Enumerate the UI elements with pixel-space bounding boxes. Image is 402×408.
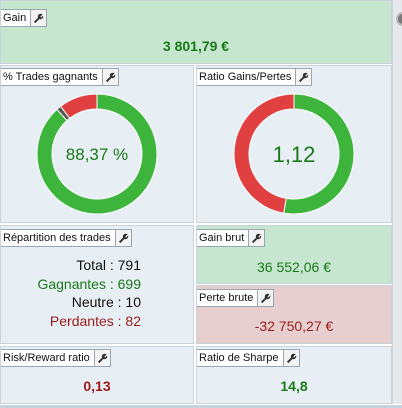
sharpe-panel: Ratio de Sharpe 14,8: [196, 346, 392, 404]
perte-brute-title: Perte brute: [199, 292, 254, 304]
donut-segment-perdants: [59, 93, 98, 119]
risk-reward-value: 0,13: [83, 378, 111, 394]
gain-brut-panel: Gain brut 36 552,06 €: [196, 225, 392, 284]
perte-brute-panel: Perte brute -32 750,27 €: [196, 285, 392, 344]
sharpe-title: Ratio de Sharpe: [199, 352, 279, 364]
donut-segment-pertes: [233, 93, 295, 214]
neutre-label: Neutre :: [71, 294, 122, 310]
options-dot-icon[interactable]: [396, 12, 402, 26]
perte-brute-tab: Perte brute: [197, 289, 275, 307]
total-label: Total :: [76, 257, 114, 273]
perdantes-row: Perdantes : 82: [1, 312, 141, 331]
ratio-gp-panel: Ratio Gains/Pertes 1,12: [196, 65, 392, 223]
gain-brut-tab: Gain brut: [197, 229, 266, 247]
total-row: Total : 791: [1, 256, 141, 275]
wrench-icon[interactable]: [257, 290, 274, 306]
right-edge-panel: [392, 0, 402, 404]
gain-tab: Gain: [1, 9, 48, 27]
total-value: 791: [117, 257, 141, 273]
gain-title: Gain: [3, 12, 27, 24]
gain-value: 3 801,79 €: [162, 38, 230, 54]
ratio-donut: 1,12: [233, 93, 355, 215]
donut-segment-gagnants: [36, 93, 158, 215]
gagnantes-value: 699: [117, 275, 141, 292]
wrench-icon[interactable]: [93, 350, 110, 366]
repartition-stats: Total : 791 Gagnantes : 699 Neutre : 10 …: [1, 256, 141, 330]
trades-pct-tab: % Trades gagnants: [1, 68, 119, 86]
repartition-tab: Répartition des trades: [1, 229, 132, 247]
gain-brut-title: Gain brut: [199, 232, 245, 244]
risk-reward-title: Risk/Reward ratio: [3, 352, 90, 364]
trades-pct-value: 88,37 %: [66, 145, 128, 164]
neutre-row: Neutre : 10: [1, 293, 141, 312]
sharpe-tab: Ratio de Sharpe: [197, 349, 300, 367]
wrench-icon[interactable]: [295, 69, 312, 85]
ratio-gp-value: 1,12: [273, 142, 316, 167]
perdantes-label: Perdantes :: [49, 312, 122, 329]
wrench-icon[interactable]: [248, 230, 265, 246]
gagnantes-label: Gagnantes :: [37, 275, 114, 292]
wrench-icon[interactable]: [282, 350, 299, 366]
ratio-gp-title: Ratio Gains/Pertes: [199, 71, 292, 83]
ratio-gp-tab: Ratio Gains/Pertes: [197, 68, 313, 86]
repartition-panel: Répartition des trades Total : 791 Gagna…: [0, 225, 194, 344]
neutre-value: 10: [125, 294, 141, 310]
sharpe-value: 14,8: [280, 378, 308, 394]
gagnantes-row: Gagnantes : 699: [1, 275, 141, 294]
wrench-icon[interactable]: [101, 69, 118, 85]
perte-brute-value: -32 750,27 €: [254, 318, 334, 334]
gain-brut-value: 36 552,06 €: [257, 259, 331, 275]
repartition-title: Répartition des trades: [3, 232, 111, 244]
wrench-icon[interactable]: [30, 10, 47, 26]
risk-reward-tab: Risk/Reward ratio: [1, 349, 111, 367]
trades-pct-title: % Trades gagnants: [3, 71, 98, 83]
perdantes-value: 82: [125, 312, 141, 329]
risk-reward-panel: Risk/Reward ratio 0,13: [0, 346, 194, 404]
trades-donut: 88,37 %: [36, 93, 158, 215]
bottom-divider: [0, 405, 402, 408]
gain-panel: Gain 3 801,79 €: [0, 0, 392, 64]
trades-pct-panel: % Trades gagnants 88,37 %: [0, 65, 194, 223]
wrench-icon[interactable]: [114, 230, 131, 246]
